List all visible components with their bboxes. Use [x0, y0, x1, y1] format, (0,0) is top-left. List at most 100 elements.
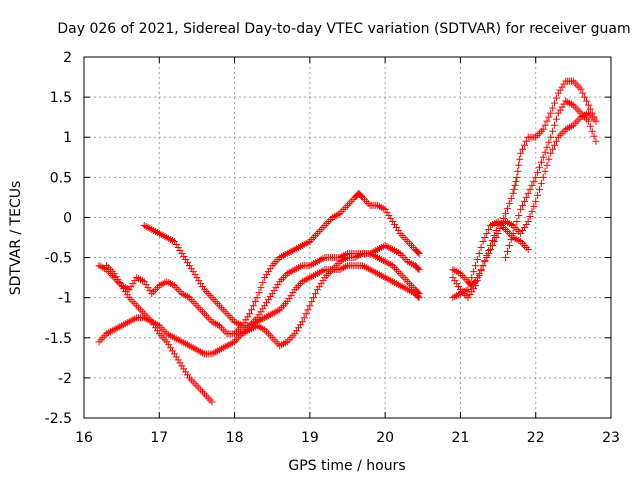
data-point: [479, 262, 487, 270]
data-point: [560, 80, 568, 88]
data-point: [475, 250, 483, 258]
data-point: [488, 237, 496, 245]
data-point: [513, 217, 521, 225]
data-point: [415, 294, 423, 302]
y-tick-label: 0: [63, 210, 72, 226]
data-point: [503, 204, 511, 212]
data-point: [317, 280, 325, 288]
data-point: [302, 310, 310, 318]
data-point: [509, 189, 517, 197]
data-point: [170, 350, 178, 358]
data-point: [592, 137, 600, 145]
x-axis-label: GPS time / hours: [288, 458, 405, 474]
data-point: [415, 250, 423, 258]
x-tick-label: 19: [301, 430, 319, 446]
data-point: [490, 231, 498, 239]
data-point: [319, 277, 327, 285]
data-point: [308, 298, 316, 306]
data-point: [505, 242, 513, 250]
data-point: [251, 298, 259, 306]
x-tick-label: 20: [376, 430, 394, 446]
data-point: [485, 225, 493, 233]
data-point: [519, 145, 527, 153]
data-point: [315, 283, 323, 291]
data-point: [485, 247, 493, 255]
data-point: [197, 280, 205, 288]
data-point: [129, 280, 137, 288]
data-point: [295, 324, 303, 332]
data-point: [383, 208, 391, 216]
data-point: [535, 163, 543, 171]
data-point: [312, 290, 320, 298]
data-point: [451, 277, 459, 285]
x-tick-label: 23: [602, 430, 620, 446]
data-point: [507, 194, 515, 202]
data-point: [244, 313, 252, 321]
data-point: [142, 281, 150, 289]
data-point: [487, 242, 495, 250]
data-point: [524, 246, 532, 254]
data-point: [520, 197, 528, 205]
data-point: [537, 179, 545, 187]
data-point: [579, 89, 587, 97]
data-point: [184, 259, 192, 267]
data-point: [511, 223, 519, 231]
data-point: [586, 105, 594, 113]
data-point: [583, 97, 591, 105]
x-tick-label: 16: [75, 430, 93, 446]
data-point: [266, 265, 274, 273]
data-point: [178, 362, 186, 370]
data-point: [199, 283, 207, 291]
data-point: [293, 327, 301, 335]
data-point: [543, 161, 551, 169]
data-point: [475, 272, 483, 280]
data-point: [385, 211, 393, 219]
data-point: [552, 115, 560, 123]
data-point: [507, 236, 515, 244]
data-point: [483, 229, 491, 237]
data-point: [296, 321, 304, 329]
data-point: [257, 308, 265, 316]
data-point: [556, 86, 564, 94]
data-point: [144, 284, 152, 292]
data-point: [306, 302, 314, 310]
data-point: [242, 316, 250, 324]
data-point: [551, 141, 559, 149]
data-point: [191, 271, 199, 279]
tick-layer: [83, 56, 612, 419]
grid-layer: [84, 57, 611, 418]
data-point: [539, 173, 547, 181]
data-point: [517, 205, 525, 213]
data-point: [479, 238, 487, 246]
data-point: [503, 248, 511, 256]
data-point: [394, 226, 402, 234]
data-point: [556, 106, 564, 114]
data-point: [255, 289, 263, 297]
data-point: [517, 149, 525, 157]
data-point: [263, 271, 271, 279]
data-point: [549, 104, 557, 112]
data-point: [264, 268, 272, 276]
data-point: [471, 262, 479, 270]
data-point: [492, 226, 500, 234]
data-point: [453, 280, 461, 288]
data-point: [528, 181, 536, 189]
x-tick-label: 22: [527, 430, 545, 446]
data-point: [112, 273, 120, 281]
data-point: [259, 305, 267, 313]
data-point: [534, 191, 542, 199]
data-point: [259, 279, 267, 287]
data-point: [116, 279, 124, 287]
data-point: [526, 212, 534, 220]
data-point: [174, 356, 182, 364]
data-point: [167, 344, 175, 352]
data-point: [541, 167, 549, 175]
data-point: [263, 299, 271, 307]
data-point: [552, 94, 560, 102]
data-point: [505, 199, 513, 207]
data-point: [545, 155, 553, 163]
data-point: [522, 220, 530, 228]
data-point: [558, 103, 566, 111]
data-point: [180, 365, 188, 373]
